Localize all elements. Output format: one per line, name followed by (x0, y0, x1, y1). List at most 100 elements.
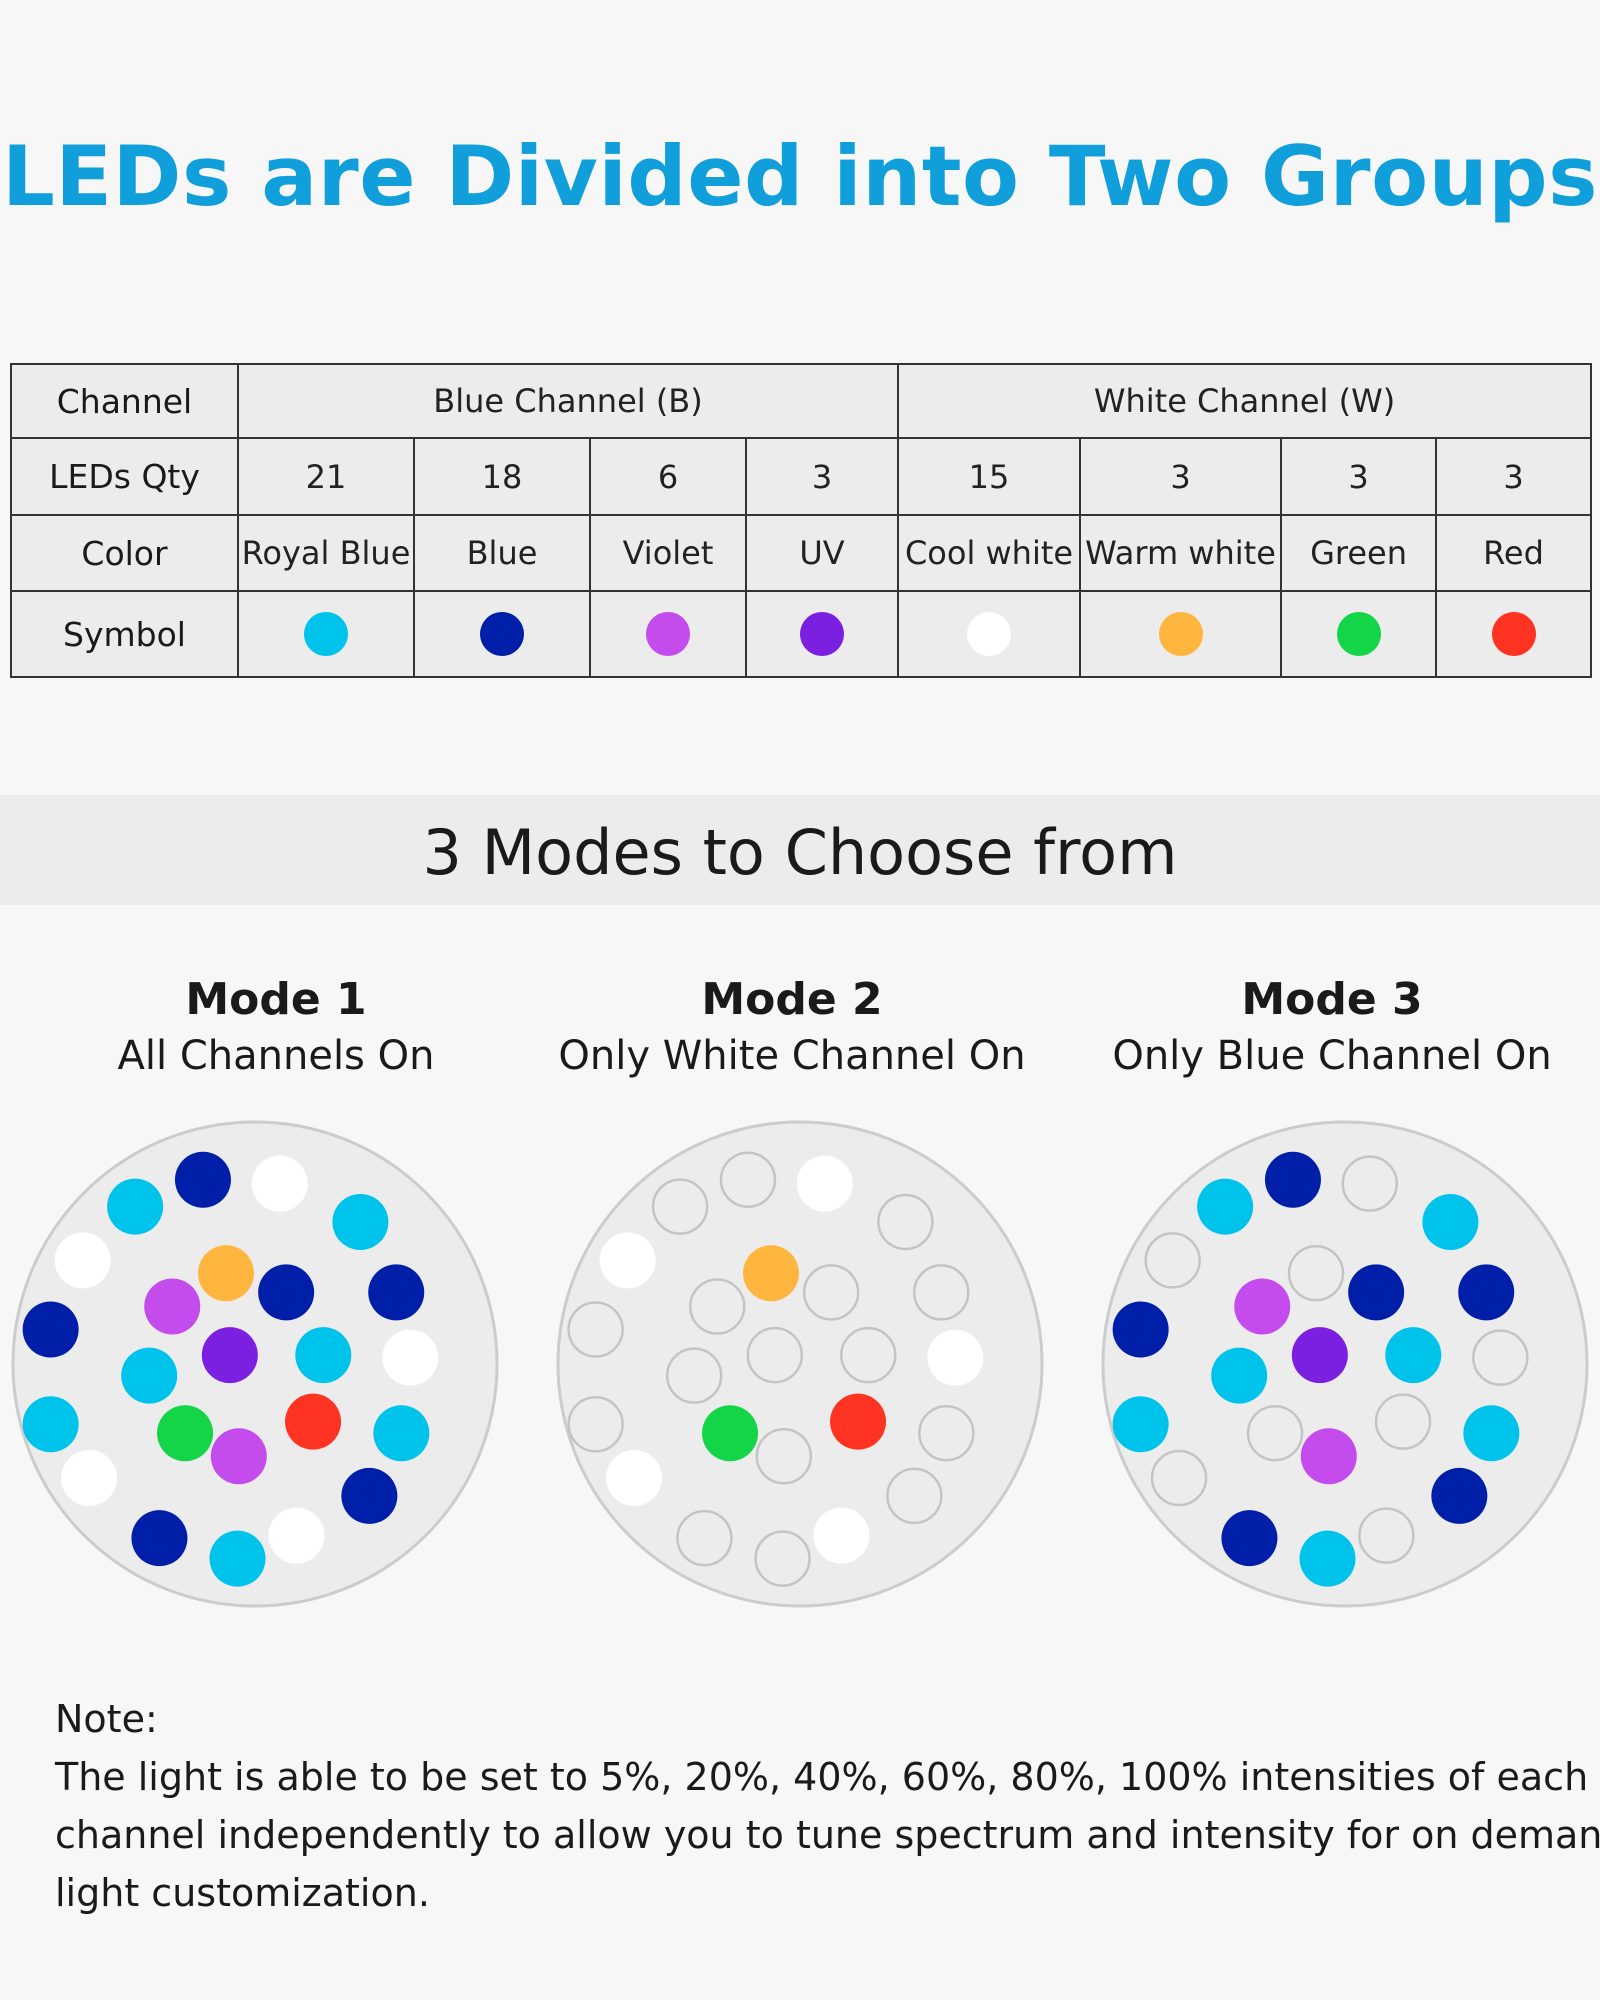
cool-white-led-on (61, 1450, 118, 1506)
color-cell: Red (1435, 514, 1593, 592)
mode-description: All Channels On (117, 1033, 435, 1079)
led-off (1246, 1404, 1304, 1462)
mode-2-led-disc (556, 1120, 1044, 1608)
blue-led-on (258, 1264, 315, 1321)
royal-blue-led-on (332, 1194, 389, 1250)
qty-cell: 21 (237, 437, 415, 516)
cool-white-led-on (54, 1232, 111, 1289)
led-off (719, 1151, 777, 1209)
warm-white-led-on (198, 1245, 254, 1302)
group-blue-channel: Blue Channel (B) (236, 363, 900, 439)
led-off (912, 1264, 970, 1321)
mode-2-caption: Mode 2 Only White Channel On (532, 972, 1052, 1084)
cool-white-led-on (927, 1329, 984, 1386)
violet-led-on (1234, 1278, 1291, 1335)
symbol-cell (1280, 590, 1438, 678)
mode-description: Only White Channel On (558, 1033, 1026, 1079)
header-symbol: Symbol (10, 590, 239, 678)
symbol-cell (589, 590, 747, 678)
cool-white-led-on (251, 1155, 308, 1212)
mode-3-caption: Mode 3 Only Blue Channel On (1072, 972, 1592, 1084)
led-off (1144, 1232, 1201, 1289)
color-cell: Green (1280, 514, 1438, 592)
blue-led-on (131, 1510, 188, 1567)
blue-led-on (341, 1467, 398, 1524)
red-led-symbol (1491, 612, 1536, 656)
led-off (1358, 1507, 1415, 1564)
royal-blue-led-on (22, 1396, 79, 1453)
blue-led-on (1431, 1467, 1488, 1524)
note-label: Note: (55, 1697, 158, 1741)
qty-cell: 18 (413, 437, 591, 516)
symbol-cell (744, 590, 900, 678)
royal-blue-led-on (1463, 1405, 1520, 1462)
color-cell: Royal Blue (237, 514, 415, 592)
led-off (755, 1427, 813, 1485)
mode-description: Only Blue Channel On (1112, 1033, 1552, 1079)
cool-white-led-on (796, 1155, 853, 1212)
blue-led-symbol (480, 612, 524, 656)
uv-led-symbol (800, 612, 844, 656)
cool-white-led-on (813, 1507, 870, 1564)
symbol-cell (897, 590, 1082, 678)
red-led-on (285, 1393, 342, 1450)
warm-white-led-on (743, 1245, 799, 1302)
led-off (754, 1530, 811, 1587)
royal-blue-led-on (107, 1178, 164, 1235)
royal-blue-led-on (1299, 1530, 1356, 1587)
qty-cell: 3 (1280, 437, 1438, 516)
royal-blue-led-symbol (304, 612, 348, 656)
green-led-on (157, 1405, 214, 1462)
led-off (746, 1326, 804, 1384)
cool-white-led-symbol (967, 612, 1012, 656)
mode-name: Mode 3 (1241, 974, 1423, 1025)
red-led-on (830, 1393, 887, 1450)
color-cell: UV (744, 514, 900, 592)
mode-name: Mode 1 (185, 974, 367, 1025)
royal-blue-led-on (121, 1347, 178, 1404)
color-cell: Warm white (1079, 514, 1283, 592)
blue-led-on (1348, 1264, 1405, 1321)
header-leds-qty: LEDs Qty (10, 437, 239, 516)
note-line: The light is able to be set to 5%, 20%, … (55, 1755, 1589, 1799)
color-cell: Cool white (897, 514, 1082, 592)
qty-cell: 3 (744, 437, 900, 516)
color-cell: Blue (413, 514, 591, 592)
led-off (1472, 1329, 1529, 1386)
note-line: light customization. (55, 1871, 430, 1915)
royal-blue-led-on (209, 1530, 266, 1587)
header-channel: Channel (10, 363, 239, 439)
uv-led-on (201, 1327, 258, 1384)
mode-1-led-disc (11, 1120, 499, 1608)
qty-cell: 6 (589, 437, 747, 516)
blue-led-on (1458, 1264, 1515, 1321)
led-off (688, 1278, 746, 1335)
header-color: Color (10, 514, 239, 592)
mode-name: Mode 2 (701, 974, 883, 1025)
mode-1-caption: Mode 1 All Channels On (16, 972, 536, 1084)
warm-white-led-symbol (1158, 612, 1203, 656)
royal-blue-led-on (373, 1405, 430, 1462)
led-spec-table: Channel Blue Channel (B) White Channel (… (10, 363, 1593, 678)
led-off (886, 1467, 943, 1525)
mode-3-led-disc (1101, 1120, 1589, 1608)
led-off (918, 1404, 975, 1462)
qty-cell: 3 (1079, 437, 1283, 516)
symbol-cell (1435, 590, 1593, 678)
group-white-channel: White Channel (W) (897, 363, 1593, 439)
note: Note: The light is able to be set to 5%,… (55, 1690, 1600, 1922)
led-off (567, 1301, 624, 1358)
blue-led-on (22, 1301, 79, 1358)
page-title: LEDs are Divided into Two Groups (1, 128, 1599, 225)
led-off (1341, 1155, 1399, 1212)
led-off (802, 1264, 860, 1321)
royal-blue-led-on (1385, 1327, 1442, 1384)
modes-banner (0, 795, 1600, 905)
cool-white-led-on (382, 1329, 439, 1386)
royal-blue-led-on (1197, 1178, 1254, 1235)
violet-led-on (1300, 1428, 1357, 1485)
green-led-symbol (1336, 612, 1381, 656)
led-off (676, 1509, 733, 1567)
green-led-on (702, 1405, 759, 1462)
violet-led-on (210, 1428, 267, 1485)
